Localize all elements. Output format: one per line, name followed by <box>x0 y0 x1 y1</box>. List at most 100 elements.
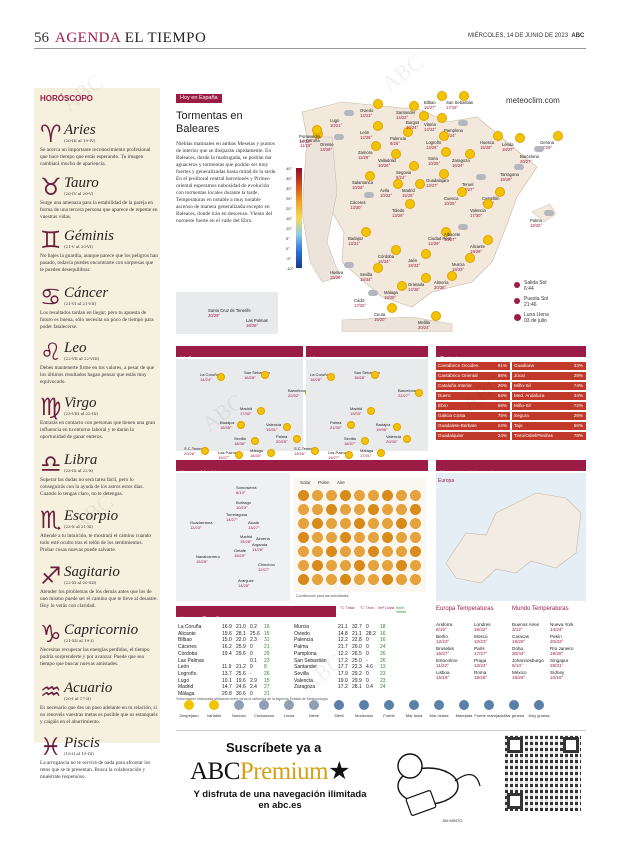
legend-label: Muy gruesa <box>528 713 550 718</box>
sun-icon <box>420 112 428 120</box>
reservoir-value: 24% <box>497 423 507 428</box>
map-city: Barcelona 20/27° <box>520 154 539 164</box>
table-cell: Pamplona <box>294 650 317 657</box>
europe-temp: 15/19° <box>436 675 450 680</box>
sun-icon <box>184 700 194 710</box>
madrid-city: Guadarrama 12/23° <box>190 520 212 530</box>
activity-icon <box>298 490 309 501</box>
table-cell: 16 <box>264 624 270 630</box>
sun-icon <box>416 390 422 396</box>
map-city: Cádiz 17/25° <box>354 298 366 308</box>
world-city: Caracas <box>512 634 530 639</box>
city-temp: 18/33° <box>452 267 465 272</box>
legend-label: Lluvia <box>283 713 295 718</box>
table-cell: 4.6 <box>366 664 373 671</box>
reservoir-name: Cantábrico Oriental <box>438 373 478 378</box>
city-name: Segovia <box>396 170 412 175</box>
table-cell: 0 <box>250 664 253 671</box>
africa-land <box>341 316 453 332</box>
map-city: Oviedo 12/23° <box>360 108 373 118</box>
city-temp: 14/28° <box>252 547 264 552</box>
map-city: Cuenca 10/25° <box>444 196 458 206</box>
city-name: Alicante <box>470 244 485 249</box>
europe-temp: 8/19° <box>436 627 447 632</box>
europe-city: París <box>474 646 485 651</box>
map-city: Gerona 17/29° <box>540 140 554 150</box>
table-cell: 0.4 <box>366 684 373 691</box>
world-temp: 10/18° <box>550 675 564 680</box>
sign-text: Atiende a tu intuición, te mostrará el c… <box>40 533 152 554</box>
activity-icon <box>396 504 407 515</box>
activity-icon <box>354 560 365 571</box>
sign-dates: (22-XI al 20-XII) <box>64 580 97 585</box>
table-cell: 12.2 <box>338 637 348 644</box>
city-name: Palma <box>330 420 342 425</box>
activity-icon <box>368 574 379 585</box>
city-name: Málaga <box>360 448 374 453</box>
sun-icon <box>284 424 290 430</box>
europe-temps-title: Europa Temperaturas <box>436 606 494 612</box>
table-cell: León <box>178 664 190 671</box>
activity-icon <box>326 560 337 571</box>
city-name: Logroño <box>426 140 442 145</box>
europe-city: Lisboa <box>436 670 450 675</box>
world-city: Pekín <box>550 634 562 639</box>
map-city: Ávila 10/22° <box>380 188 392 198</box>
table-cell: Lugo <box>178 677 190 684</box>
sea-calm-icon <box>409 700 419 710</box>
mini-city: Badajoz 16/35° <box>220 420 234 430</box>
reservoir-row: Júcar 28% <box>512 372 586 380</box>
mini-city: Las Palmas 19/27° <box>218 450 239 460</box>
city-temp: 16/34° <box>378 259 391 264</box>
snow-icon <box>309 700 319 710</box>
map-city: Ciudad Real 12/29° <box>428 236 451 246</box>
reservoir-row: Guadiana 33% <box>512 362 586 370</box>
qr-code[interactable] <box>505 735 581 811</box>
reservoir-name: Tajo <box>514 423 523 428</box>
table-cell: 17.2 <box>338 657 348 664</box>
table-header: l/m² Lluvia <box>378 606 395 610</box>
sun-icon <box>366 172 374 180</box>
spain-title: Tormentas en Baleares <box>176 110 243 135</box>
ad-brand[interactable]: ABCPremium★ <box>190 758 351 785</box>
activity-icon <box>410 518 421 529</box>
city-name: Toledo <box>392 208 405 213</box>
world-temp: 30/44° <box>512 651 526 656</box>
city-temp: 13/31° <box>348 241 361 246</box>
city-name: Pontevedra <box>299 134 321 139</box>
sign-text: Superar las dudas no será tarea fácil, p… <box>40 477 144 498</box>
table-cell: 22.8 <box>352 637 362 644</box>
sea-very-rough-icon <box>534 700 544 710</box>
table-cell: Palma <box>294 644 309 651</box>
city-name: Salamanca <box>352 180 373 185</box>
city-name: Santander <box>396 110 416 115</box>
city-temp: 11/20° <box>300 143 312 148</box>
city-name: Valencia <box>266 422 282 427</box>
table-cell: 16.9 <box>222 624 232 630</box>
sun-icon <box>313 126 321 134</box>
table-cell: 26.0 <box>352 644 362 651</box>
activity-icon <box>340 490 351 501</box>
table-cell: 26.5 <box>352 650 362 657</box>
activity-icon <box>312 490 323 501</box>
reservoir-value: 28% <box>573 373 583 378</box>
city-temp: 22/32° <box>288 393 300 398</box>
spain-forecast-text: Nieblas matinales en ambas Mesetas y pun… <box>176 141 277 224</box>
activity-icon <box>326 532 337 543</box>
table-cell: 12.2 <box>338 650 348 657</box>
legend-label: Despejado <box>179 713 199 718</box>
showers-icon <box>259 700 269 710</box>
rain-icon <box>284 700 294 710</box>
reservoir-name: Miño-Sil <box>514 403 531 408</box>
legend-label: Chubascos <box>253 713 274 718</box>
city-temp: 15/28° <box>480 145 493 150</box>
legend-label: Fuerte marejada <box>474 713 504 718</box>
city-temp: 19/31° <box>266 427 278 432</box>
table-cell: 29.2 <box>352 670 362 677</box>
europe-temp: 18/28° <box>474 675 488 680</box>
table-cell: 25.9 <box>236 644 246 651</box>
source-label: meteoclim.com <box>506 96 560 105</box>
city-name: San Sebastián <box>244 370 271 375</box>
variable-icon <box>209 700 219 710</box>
tag-friday: Viernes <box>306 346 428 363</box>
